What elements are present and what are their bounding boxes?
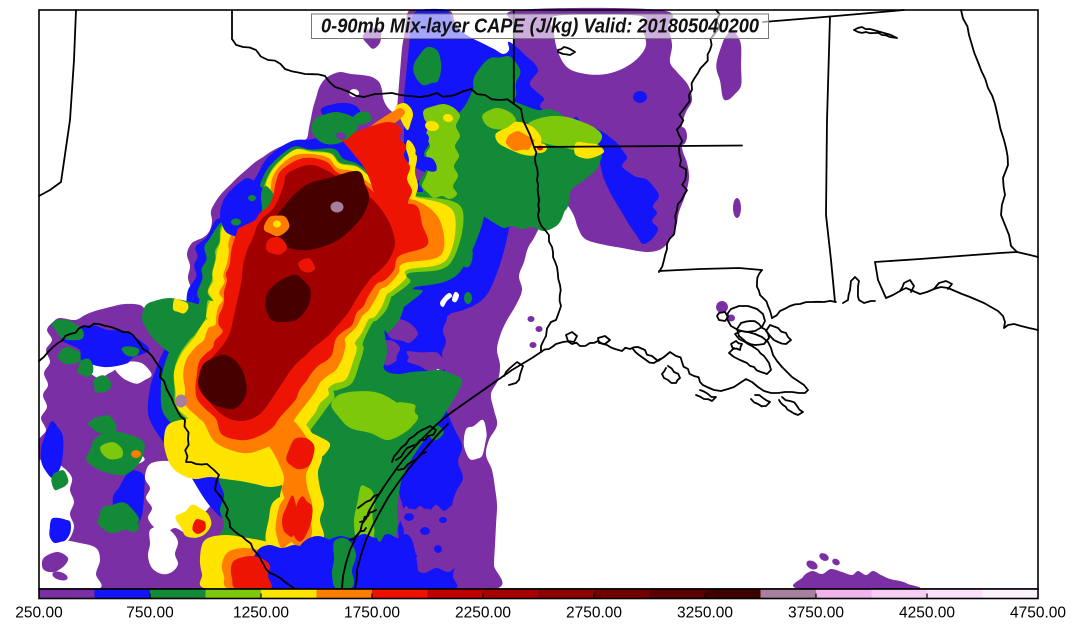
svg-text:4750.00: 4750.00 xyxy=(1010,605,1066,622)
svg-text:1750.00: 1750.00 xyxy=(344,605,400,622)
svg-text:0-90mb Mix-layer CAPE (J/kg) V: 0-90mb Mix-layer CAPE (J/kg) Valid: 2018… xyxy=(321,16,759,38)
svg-text:4250.00: 4250.00 xyxy=(899,605,955,622)
svg-text:3250.00: 3250.00 xyxy=(677,605,733,622)
svg-text:250.00: 250.00 xyxy=(15,605,63,622)
svg-text:3750.00: 3750.00 xyxy=(788,605,844,622)
svg-text:750.00: 750.00 xyxy=(126,605,174,622)
svg-text:2250.00: 2250.00 xyxy=(455,605,511,622)
svg-text:1250.00: 1250.00 xyxy=(233,605,289,622)
svg-text:2750.00: 2750.00 xyxy=(566,605,622,622)
